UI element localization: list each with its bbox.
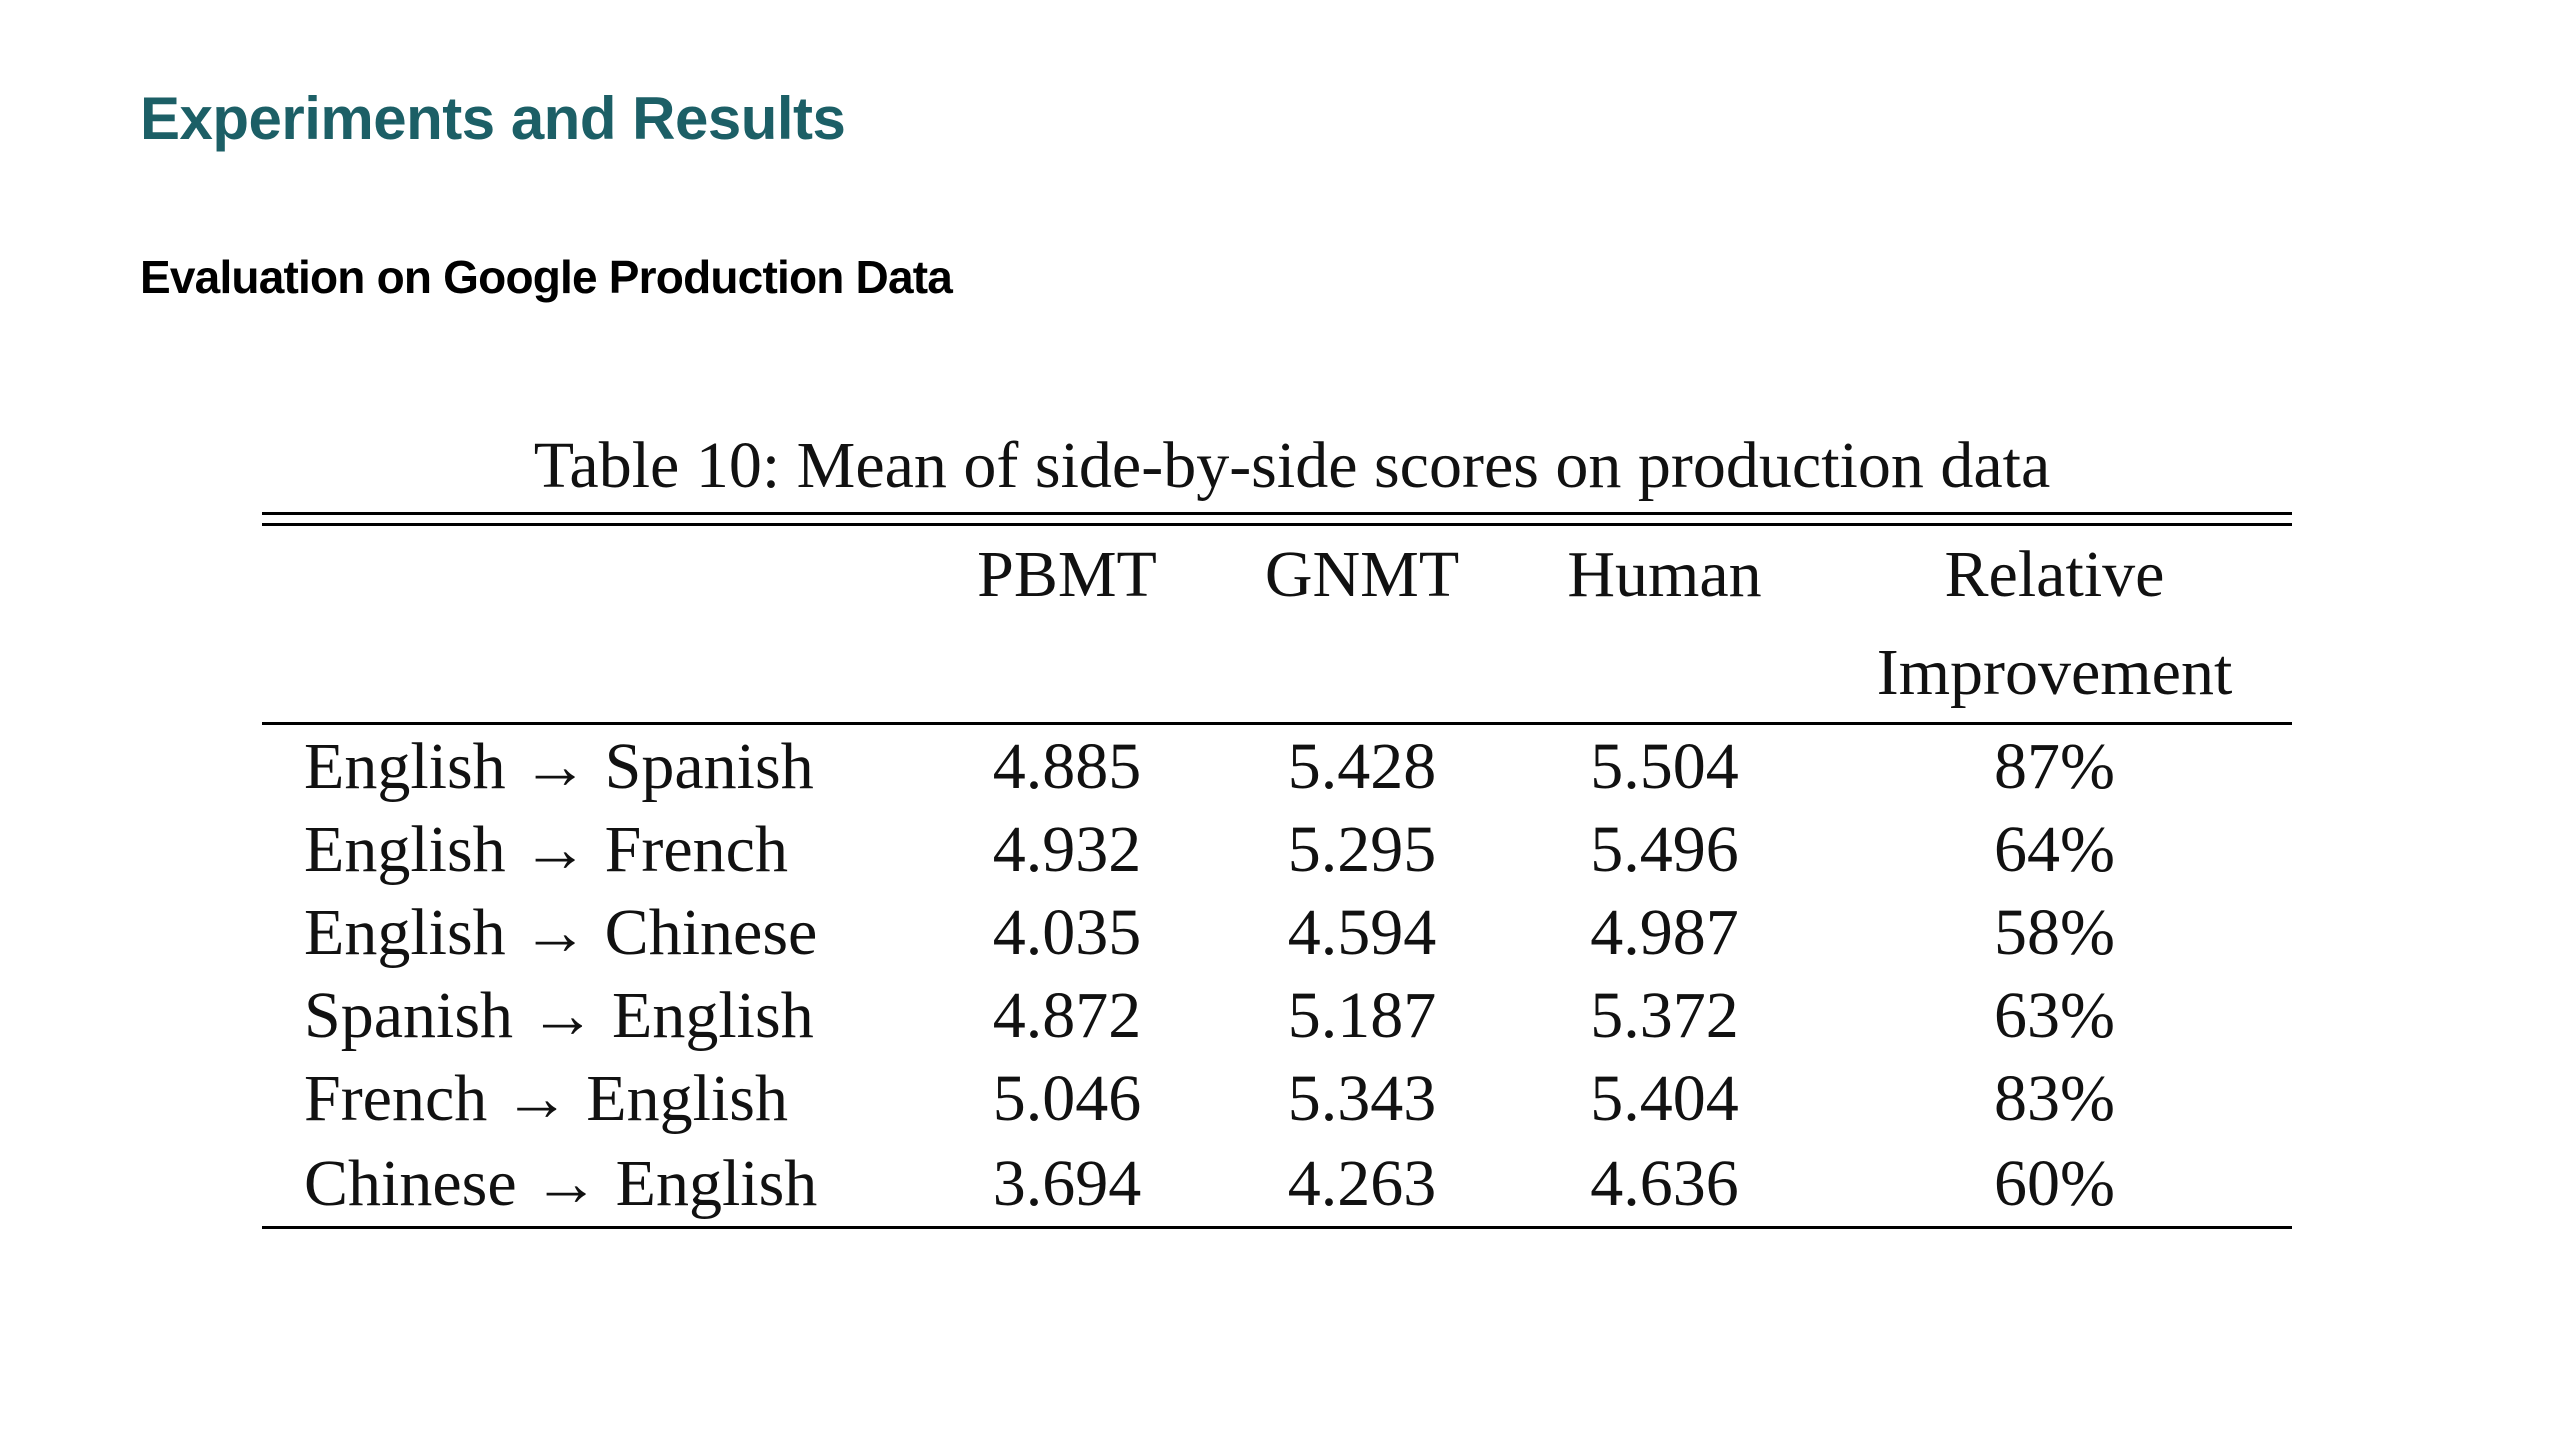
human-score: 5.496 [1590,813,1739,886]
gnmt-score: 5.295 [1287,813,1437,886]
header-empty [922,624,1212,725]
header-empty [1212,624,1512,725]
header-double-rule [262,513,2292,526]
language-pair: French → English [304,1062,788,1135]
pbmt-score: 4.035 [992,896,1142,969]
header-improvement: Improvement [1817,624,2292,725]
table-row: English → Spanish 4.885 5.428 5.504 87% [262,724,2292,809]
header-relative: Relative [1944,538,2165,611]
header-empty [262,624,922,725]
header-gnmt: GNMT [1264,538,1460,611]
header-human: Human [1567,538,1762,611]
slide-title: Experiments and Results [140,85,846,152]
relative-improvement: 60% [1817,1140,2292,1229]
table-body: English → Spanish 4.885 5.428 5.504 87% … [262,724,2292,1229]
gnmt-score: 5.343 [1287,1062,1437,1135]
gnmt-score: 4.594 [1287,896,1437,969]
table-row: Chinese → English 3.694 4.263 4.636 60% [262,1140,2292,1229]
double-rule-gap [262,513,2292,526]
human-score: 5.404 [1590,1062,1739,1135]
relative-improvement: 83% [1994,1062,2115,1135]
pbmt-score: 4.885 [992,730,1142,803]
language-pair: Spanish → English [304,979,814,1052]
table-row: English → French 4.932 5.295 5.496 64% [262,808,2292,891]
gnmt-score: 4.263 [1212,1140,1512,1229]
gnmt-score: 5.187 [1287,979,1437,1052]
relative-improvement: 87% [1994,730,2115,803]
table-row: English → Chinese 4.035 4.594 4.987 58% [262,891,2292,974]
pbmt-score: 5.046 [992,1062,1142,1135]
header-empty [262,525,922,625]
header-row-2: Improvement [262,624,2292,725]
slide-subtitle: Evaluation on Google Production Data [140,251,953,303]
human-score: 5.504 [1590,730,1739,803]
header-pbmt: PBMT [977,538,1157,611]
results-table: PBMT GNMT Human Relative Improvement Eng… [262,512,2292,1229]
relative-improvement: 63% [1994,979,2115,1052]
human-score: 4.636 [1512,1140,1817,1229]
human-score: 5.372 [1590,979,1739,1052]
human-score: 4.987 [1590,896,1739,969]
table-caption: Table 10: Mean of side-by-side scores on… [533,429,2051,502]
table-row: French → English 5.046 5.343 5.404 83% [262,1057,2292,1140]
pbmt-score: 4.872 [992,979,1142,1052]
relative-improvement: 58% [1994,896,2115,969]
table-header: PBMT GNMT Human Relative Improvement [262,513,2292,725]
gnmt-score: 5.428 [1287,730,1437,803]
language-pair: English → French [304,813,788,886]
pbmt-score: 4.932 [992,813,1142,886]
header-empty [1512,624,1817,725]
language-pair: Chinese → English [262,1140,922,1229]
pbmt-score: 3.694 [922,1140,1212,1229]
language-pair: English → Chinese [304,896,818,969]
table-row: Spanish → English 4.872 5.187 5.372 63% [262,974,2292,1057]
results-table-container: Table 10: Mean of side-by-side scores on… [262,420,2292,1229]
header-row-1: PBMT GNMT Human Relative [262,525,2292,625]
relative-improvement: 64% [1994,813,2115,886]
language-pair: English → Spanish [304,730,814,803]
